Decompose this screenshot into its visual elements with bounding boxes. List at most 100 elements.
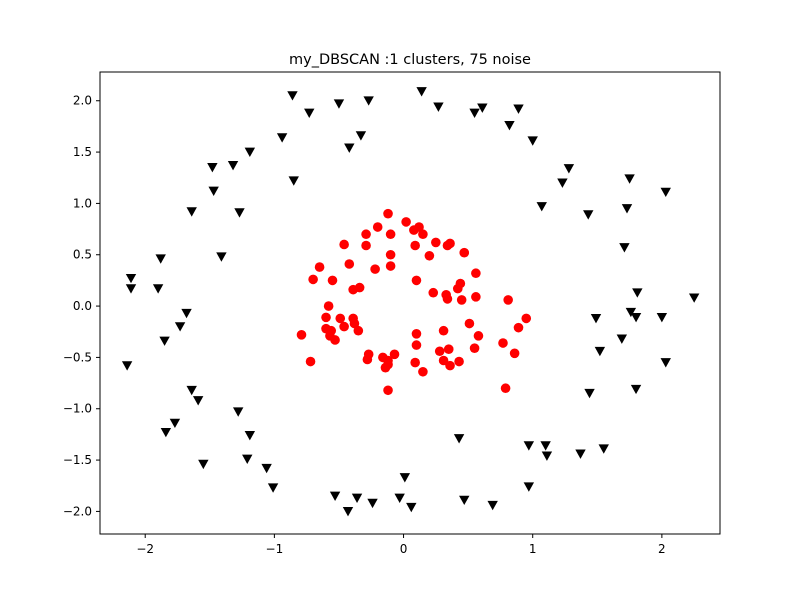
- noise-point-58: [598, 444, 609, 454]
- x-axis: −2 −1 0 1 2: [136, 534, 666, 556]
- cluster-point-6: [385, 229, 396, 240]
- noise-point-64: [399, 473, 411, 483]
- cluster-point-41: [521, 313, 532, 324]
- y-tick-label: 2.0: [73, 94, 92, 108]
- noise-point-62: [198, 459, 209, 470]
- noise-point-74: [342, 506, 354, 517]
- noise-point-18: [624, 174, 635, 184]
- noise-point-42: [616, 334, 628, 344]
- noise-point-32: [125, 284, 137, 294]
- noise-point-11: [276, 133, 288, 143]
- cluster-point-47: [296, 330, 307, 340]
- cluster-point-20: [385, 261, 396, 271]
- noise-point-52: [169, 418, 181, 429]
- noise-point-68: [351, 493, 363, 504]
- cluster-point-8: [339, 239, 349, 250]
- cluster-point-65: [380, 362, 391, 373]
- cluster-point-21: [471, 268, 481, 279]
- cluster-point-46: [513, 322, 524, 333]
- noise-point-12: [527, 136, 538, 146]
- cluster-point-45: [353, 325, 364, 336]
- cluster-point-57: [469, 343, 480, 353]
- noise-point-31: [125, 273, 137, 284]
- cluster-point-13: [445, 238, 455, 249]
- noise-point-43: [159, 336, 170, 346]
- y-tick-label: 0.0: [73, 299, 92, 313]
- cluster-point-35: [323, 301, 334, 311]
- cluster-point-71: [305, 356, 316, 367]
- cluster-point-73: [500, 383, 511, 394]
- noise-point-56: [523, 441, 535, 451]
- noise-point-72: [487, 500, 498, 511]
- noise-point-67: [329, 491, 341, 501]
- noise-point-17: [563, 164, 575, 174]
- noise-point-48: [186, 385, 197, 396]
- noise-point-25: [186, 207, 197, 217]
- cluster-point-15: [385, 249, 396, 260]
- cluster-point-17: [344, 259, 355, 269]
- noise-point-70: [459, 495, 470, 506]
- noise-point-69: [394, 493, 405, 504]
- cluster-point-29: [428, 287, 439, 298]
- x-tick-label: −1: [266, 542, 284, 556]
- noise-point-33: [152, 284, 164, 294]
- noise-point-36: [625, 307, 637, 318]
- noise-point-8: [469, 108, 480, 119]
- noise-point-9: [504, 120, 515, 131]
- cluster-point-23: [327, 275, 338, 286]
- noise-point-13: [344, 143, 355, 153]
- cluster-point-31: [442, 294, 453, 304]
- y-tick-label: 1.5: [73, 145, 92, 159]
- y-tick-label: −2.0: [63, 504, 92, 518]
- cluster-point-56: [443, 344, 454, 355]
- noise-point-24: [621, 204, 633, 214]
- noise-point-16: [227, 161, 239, 171]
- cluster-point-5: [361, 229, 371, 240]
- noise-point-3: [333, 99, 345, 109]
- cluster-point-19: [370, 264, 380, 274]
- y-tick-label: −1.5: [63, 453, 92, 467]
- noise-point-21: [208, 186, 219, 197]
- cluster-point-33: [471, 292, 481, 302]
- cluster-point-2: [372, 222, 383, 232]
- noise-point-55: [453, 434, 465, 444]
- cluster-point-70: [418, 366, 428, 377]
- noise-point-22: [660, 187, 671, 198]
- cluster-point-16: [424, 250, 435, 261]
- noise-point-35: [688, 293, 700, 303]
- x-tick-label: 1: [529, 542, 537, 556]
- cluster-point-44: [339, 321, 349, 332]
- noise-point-23: [536, 202, 547, 212]
- cluster-point-67: [438, 355, 449, 366]
- noise-point-39: [630, 312, 642, 323]
- noise-point-15: [207, 163, 218, 173]
- cluster-point-28: [452, 283, 463, 294]
- cluster-point-68: [445, 360, 455, 371]
- y-tick-label: −1.0: [63, 402, 92, 416]
- noise-point-6: [513, 104, 524, 114]
- noise-point-0: [416, 87, 427, 97]
- noise-point-28: [619, 243, 630, 253]
- x-tick-label: 0: [400, 542, 408, 556]
- noise-point-26: [234, 208, 245, 218]
- noise-point-66: [267, 483, 279, 493]
- noise-point-59: [575, 449, 586, 459]
- noise-point-5: [477, 103, 488, 113]
- noise-point-14: [244, 147, 256, 158]
- plot-frame: [99, 71, 721, 535]
- noise-point-40: [656, 312, 668, 323]
- cluster-point-51: [438, 325, 449, 336]
- cluster-point-62: [389, 349, 400, 360]
- y-tick-label: −0.5: [63, 350, 92, 364]
- cluster-point-37: [335, 313, 346, 324]
- cluster-point-26: [354, 282, 365, 293]
- noise-point-45: [660, 358, 671, 368]
- cluster-point-18: [314, 262, 325, 272]
- y-tick-label: 0.5: [73, 248, 92, 262]
- noise-point-30: [155, 254, 166, 264]
- noise-point-10: [355, 131, 367, 141]
- cluster-point-14: [459, 247, 470, 258]
- noise-point-51: [233, 407, 244, 417]
